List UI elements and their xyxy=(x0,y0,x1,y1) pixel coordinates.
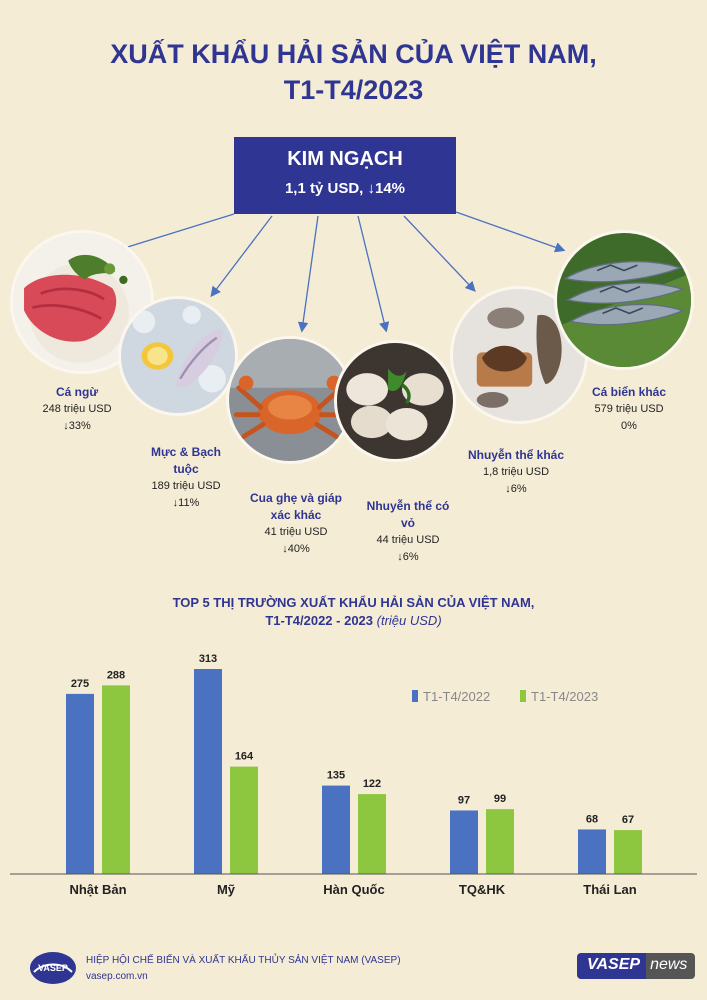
category-name: Cá ngừ xyxy=(55,385,99,399)
clam-image xyxy=(334,340,456,462)
footer-org: HIỆP HỘI CHẾ BIẾN VÀ XUẤT KHẨU THỦY SẢN … xyxy=(86,955,401,966)
x-tick-label: Nhật Bản xyxy=(69,882,126,897)
chart-unit: (triệu USD) xyxy=(376,613,442,628)
category-name: Cá biển khác xyxy=(591,385,667,399)
summary-value: 1,1 tỷ USD, ↓14% xyxy=(284,180,406,197)
data-label: 122 xyxy=(363,778,381,790)
bar xyxy=(486,809,514,874)
bar xyxy=(578,829,606,874)
bar xyxy=(450,810,478,874)
category-change: ↓6% xyxy=(505,483,527,495)
chart-title-line2: T1-T4/2022 - 2023 xyxy=(265,613,374,628)
data-label: 135 xyxy=(327,770,345,782)
vasep-logo: VASEP xyxy=(28,950,78,986)
page-subtitle: T1-T4/2023 xyxy=(283,75,424,105)
category-shellfish: Nhuyễn thể có vỏ 44 triệu USD ↓6% xyxy=(350,498,466,566)
bar xyxy=(102,685,130,874)
category-value: 248 triệu USD xyxy=(42,403,112,415)
legend-label: T1-T4/2023 xyxy=(531,689,598,704)
vasep-news-badge: VASEP news xyxy=(577,953,695,979)
x-tick-label: Thái Lan xyxy=(583,882,637,897)
badge-news: news xyxy=(646,953,695,979)
footer-url: vasep.com.vn xyxy=(86,971,148,982)
badge-vasep: VASEP xyxy=(577,953,647,979)
crab-image xyxy=(226,336,354,464)
data-label: 99 xyxy=(494,793,506,805)
x-tick-label: TQ&HK xyxy=(459,882,506,897)
data-label: 68 xyxy=(586,813,598,825)
category-name: Nhuyễn thể khác xyxy=(467,448,565,462)
category-change: ↓33% xyxy=(63,420,91,432)
category-name-line2: xác khác xyxy=(270,508,322,522)
category-crab: Cua ghẹ và giáp xác khác 41 triệu USD ↓4… xyxy=(236,490,356,558)
legend-swatch xyxy=(412,690,418,702)
category-name-line1: Cua ghẹ và giáp xyxy=(249,491,343,505)
category-squid-octopus: Mực & Bạch tuộc 189 triệu USD ↓11% xyxy=(128,444,244,512)
mackerel-image xyxy=(554,230,694,370)
legend-label: T1-T4/2022 xyxy=(423,689,490,704)
x-tick-label: Hàn Quốc xyxy=(323,882,384,897)
category-value: 579 triệu USD xyxy=(594,403,664,415)
category-value: 1,8 triệu USD xyxy=(482,466,550,478)
summary-label: KIM NGẠCH xyxy=(287,148,403,170)
page-title: XUẤT KHẨU HẢI SẢN CỦA VIỆT NAM, xyxy=(110,39,597,69)
bar xyxy=(614,830,642,874)
bar-chart: 275 288 Nhật Bản 313 164 Mỹ 135 122 Hàn Quốc 97 99… xyxy=(10,653,697,897)
category-name-line1: Nhuyễn thể có xyxy=(366,499,450,513)
data-label: 164 xyxy=(235,751,254,763)
bar xyxy=(230,766,258,874)
chart-title: TOP 5 THỊ TRƯỜNG XUẤT KHẨU HẢI SẢN CỦA V… xyxy=(0,594,707,630)
category-tuna: Cá ngừ 248 triệu USD ↓33% xyxy=(22,384,132,435)
category-other-mollusc: Nhuyễn thể khác 1,8 triệu USD ↓6% xyxy=(456,447,576,498)
category-name-line2: tuộc xyxy=(173,462,199,476)
category-value: 41 triệu USD xyxy=(264,526,328,538)
data-label: 313 xyxy=(199,653,217,665)
category-name-line2: vỏ xyxy=(400,516,415,530)
category-other-fish: Cá biển khác 579 triệu USD 0% xyxy=(574,384,684,435)
data-label: 97 xyxy=(458,794,470,806)
chart-title-line1: TOP 5 THỊ TRƯỜNG XUẤT KHẨU HẢI SẢN CỦA V… xyxy=(172,595,535,610)
sea-cucumber-image xyxy=(450,286,588,424)
category-change: 0% xyxy=(621,420,637,432)
data-label: 67 xyxy=(622,814,634,826)
squid-image xyxy=(118,296,238,416)
category-value: 44 triệu USD xyxy=(376,534,440,546)
category-value: 189 triệu USD xyxy=(151,480,221,492)
category-change: ↓6% xyxy=(397,551,419,563)
data-label: 275 xyxy=(71,678,89,690)
category-change: ↓11% xyxy=(172,497,200,509)
x-tick-label: Mỹ xyxy=(217,882,236,897)
logo-text: VASEP xyxy=(38,963,68,973)
bar xyxy=(358,794,386,874)
summary-box: KIM NGẠCH 1,1 tỷ USD, ↓14% xyxy=(234,137,456,214)
bar xyxy=(322,785,350,874)
data-label: 288 xyxy=(107,669,125,681)
category-change: ↓40% xyxy=(282,543,310,555)
bar xyxy=(194,669,222,874)
legend-swatch xyxy=(520,690,526,702)
category-name-line1: Mực & Bạch xyxy=(150,445,222,459)
bar xyxy=(66,693,94,874)
